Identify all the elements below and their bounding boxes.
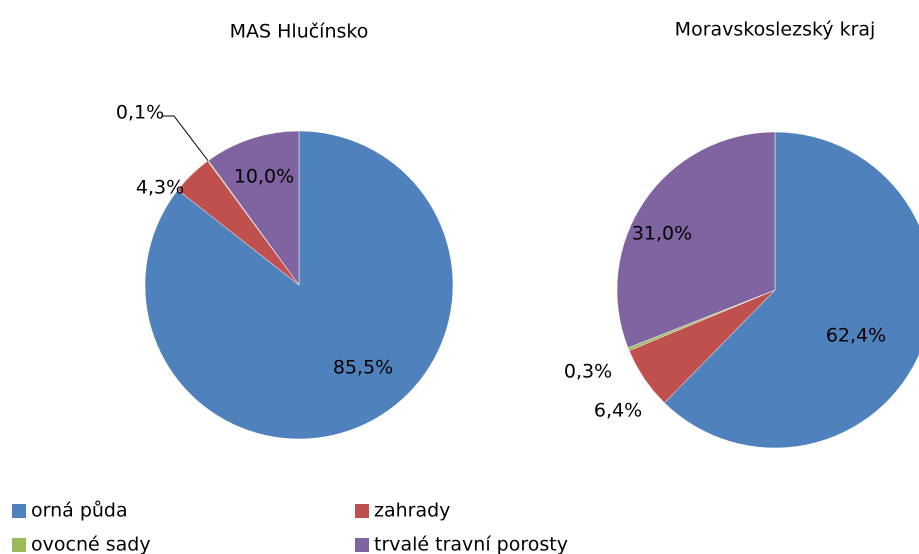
pie-slice: [208, 130, 300, 286]
data-label: 0,1%: [116, 102, 164, 124]
pie-slice: [144, 130, 454, 440]
pie-slice: [616, 131, 776, 349]
legend-swatch: [12, 538, 26, 552]
legend-swatch: [12, 504, 26, 518]
chart-title: MAS Hlučínsko: [230, 21, 369, 43]
legend-swatch: [355, 504, 369, 518]
data-label: 31,0%: [632, 223, 692, 245]
legend-label: zahrady: [374, 500, 450, 522]
data-label: 10,0%: [234, 166, 294, 188]
legend-label: orná půda: [31, 500, 128, 522]
data-label: 6,4%: [594, 400, 642, 422]
data-label: 85,5%: [333, 357, 393, 379]
leader-line: [162, 115, 209, 162]
legend-label: trvalé travní porosty: [374, 534, 568, 554]
pie-slice: [664, 131, 919, 449]
legend-swatch: [355, 538, 369, 552]
data-label: 4,3%: [136, 177, 184, 199]
legend-label: ovocné sady: [31, 534, 151, 554]
chart-title: Moravskoslezský kraj: [675, 19, 876, 41]
data-label: 62,4%: [826, 325, 886, 347]
data-label: 0,3%: [564, 361, 612, 383]
